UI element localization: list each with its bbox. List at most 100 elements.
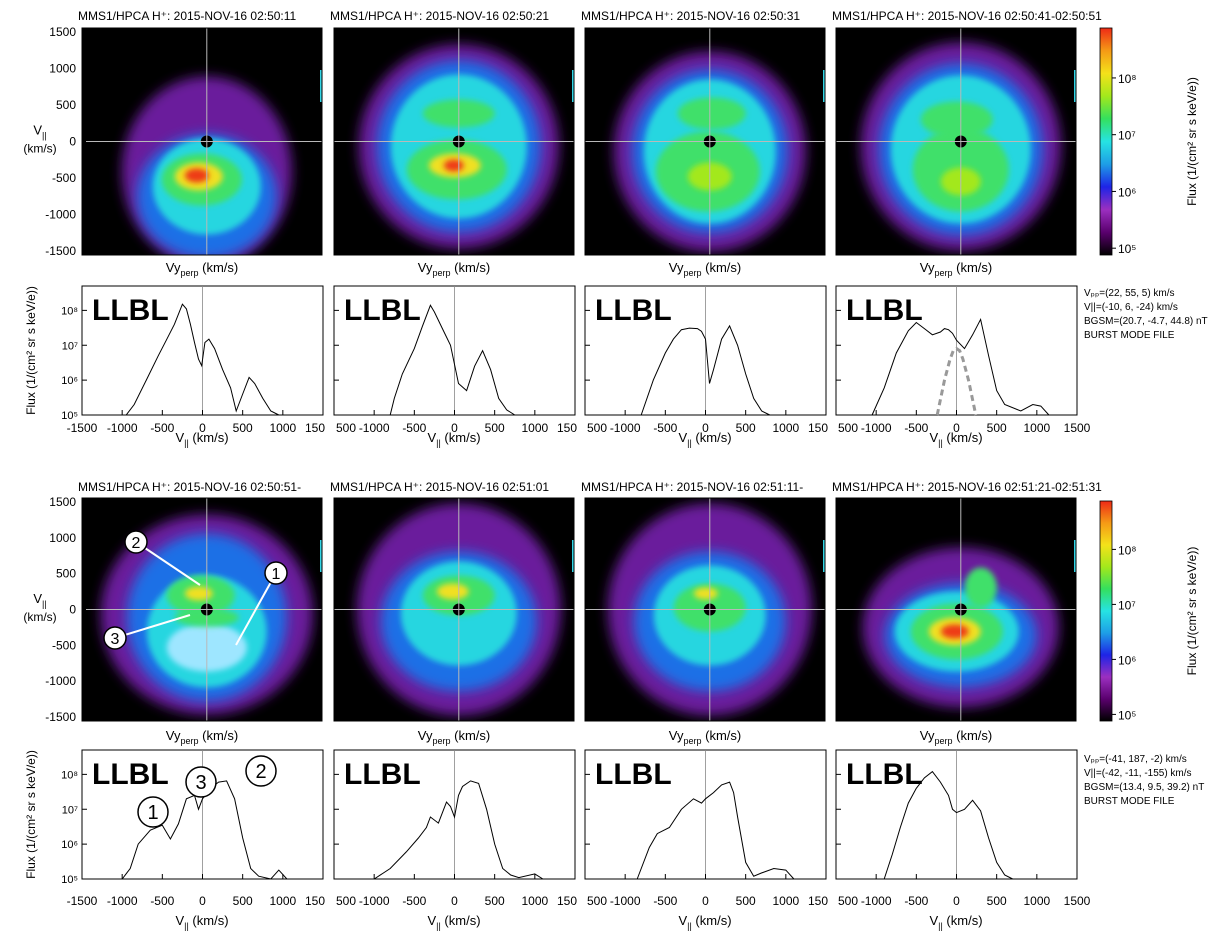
cut-y-tick-label: 10⁶ [61, 839, 78, 851]
dist-y-tick-label: 0 [69, 135, 76, 149]
cut-marker-number: 3 [195, 772, 206, 794]
cut-y-tick-label: 10⁷ [62, 804, 78, 816]
dist-y-tick-label: -1500 [45, 244, 76, 258]
dist-xlabel: Vyperp (km/s) [166, 728, 238, 746]
cut-y-tick-label: 10⁵ [61, 874, 78, 886]
cut-x-tick-label: 0 [702, 894, 709, 908]
info-block: Vₚₚ=(-41, 187, -2) km/s V||=(-42, -11, -1… [1084, 754, 1204, 807]
cut-y-tick-label: 10⁸ [61, 769, 78, 781]
cut-x-tick-label: -1000 [359, 894, 390, 908]
cut-y-tick-label: 10⁷ [62, 340, 78, 352]
colorbar-tick-label: 10⁶ [1118, 185, 1136, 199]
cut-x-tick-label: -500 [904, 421, 928, 435]
cut-x-tick-label: 500 [587, 421, 607, 435]
panel-title: MMS1/HPCA H⁺: 2015-NOV-16 02:50:51- [78, 480, 301, 494]
cut-x-tick-label: 1000 [1023, 894, 1050, 908]
cut-xlabel: V|| (km/s) [929, 430, 982, 448]
cut-x-tick-label: -500 [904, 894, 928, 908]
panel-title: MMS1/HPCA H⁺: 2015-NOV-16 02:50:21 [330, 9, 549, 23]
region-label: LLBL [344, 294, 421, 327]
cut-x-tick-label: 0 [199, 894, 206, 908]
info-line: Vₚₚ=(-41, 187, -2) km/s [1084, 754, 1187, 765]
cut-xlabel: V|| (km/s) [427, 913, 480, 931]
cut-x-tick-label: 500 [233, 894, 253, 908]
dist-y-tick-label: -500 [52, 638, 76, 652]
dist-y-tick-label: 1000 [49, 62, 76, 76]
dist-y-tick-label: -1000 [45, 208, 76, 222]
dist-xlabel: Vyperp (km/s) [418, 260, 490, 278]
flux-region [444, 160, 464, 172]
cut-x-tick-label: -1000 [610, 421, 641, 435]
dist-ylabel: V|| [33, 591, 46, 609]
flux-region [921, 102, 993, 138]
distribution-panel [836, 498, 1076, 721]
region-label: LLBL [846, 294, 923, 327]
panel-title: MMS1/HPCA H⁺: 2015-NOV-16 02:50:31 [581, 9, 800, 23]
flux-region [185, 169, 209, 183]
distribution-panel [334, 498, 574, 721]
dist-xlabel: Vyperp (km/s) [669, 260, 741, 278]
cut-x-tick-label: -500 [402, 894, 426, 908]
flux-region [941, 625, 969, 639]
region-label: LLBL [92, 758, 169, 791]
cut-x-tick-label: 500 [485, 894, 505, 908]
colorbar-tick-label: 10⁸ [1118, 72, 1136, 86]
panel-title: MMS1/HPCA H⁺: 2015-NOV-16 02:50:41-02:50… [832, 9, 1102, 23]
cut-x-tick-label: 150 [557, 894, 577, 908]
cut-x-tick-label: 500 [233, 421, 253, 435]
info-block: Vₚₚ=(22, 55, 5) km/sV||=(-10, 6, -24) km… [1084, 288, 1208, 341]
colorbar-tick-label: 10⁵ [1118, 708, 1136, 722]
cut-x-tick-label: -500 [402, 421, 426, 435]
flux-region [965, 568, 997, 608]
cut-x-tick-label: 500 [485, 421, 505, 435]
colorbar-label: Flux (1/(cm² sr s keV/e)) [1185, 547, 1199, 676]
info-line: V||=(-42, -11, -155) km/s [1084, 768, 1192, 779]
cut-x-tick-label: 1000 [772, 421, 799, 435]
cut-y-tick-label: 10⁸ [61, 305, 78, 317]
flux-region [185, 587, 213, 601]
cut-x-tick-label: 150 [305, 894, 325, 908]
dist-y-tick-label: -500 [52, 171, 76, 185]
region-label: LLBL [92, 294, 169, 327]
cut-x-tick-label: 500 [336, 421, 356, 435]
distribution-panel [836, 28, 1076, 255]
cut-xlabel: V|| (km/s) [175, 913, 228, 931]
cut-xlabel: V|| (km/s) [175, 430, 228, 448]
cut-x-tick-label: 1000 [521, 421, 548, 435]
dist-y-tick-label: -1000 [45, 674, 76, 688]
flux-region [694, 588, 718, 600]
cut-x-tick-label: 1000 [269, 421, 296, 435]
cut-marker-number: 2 [255, 761, 266, 783]
cut-x-tick-label: -1500 [67, 421, 98, 435]
colorbar-tick-label: 10⁶ [1118, 653, 1136, 667]
marker-number: 3 [111, 631, 120, 648]
dist-xlabel: Vyperp (km/s) [920, 728, 992, 746]
cut-x-tick-label: 0 [953, 894, 960, 908]
dist-y-tick-label: 500 [56, 567, 76, 581]
cut-x-tick-label: 500 [736, 894, 756, 908]
dist-xlabel: Vyperp (km/s) [166, 260, 238, 278]
cut-x-tick-label: -1000 [610, 894, 641, 908]
distribution-panel [334, 28, 574, 255]
cut-x-tick-label: 500 [838, 421, 858, 435]
panel-title: MMS1/HPCA H⁺: 2015-NOV-16 02:50:11 [78, 9, 297, 23]
cut-x-tick-label: -1000 [359, 421, 390, 435]
cut-x-tick-label: 500 [987, 421, 1007, 435]
cut-xlabel: V|| (km/s) [427, 430, 480, 448]
cut-y-tick-label: 10⁶ [61, 375, 78, 387]
cut-xlabel: V|| (km/s) [929, 913, 982, 931]
dist-ylabel: V|| [33, 123, 46, 141]
cut-x-tick-label: 500 [987, 894, 1007, 908]
dist-y-tick-label: 1000 [49, 531, 76, 545]
panel-title: MMS1/HPCA H⁺: 2015-NOV-16 02:51:11- [581, 480, 803, 494]
cut-ylabel: Flux (1/(cm² sr s keV/e)) [24, 750, 38, 879]
cut-xlabel: V|| (km/s) [678, 913, 731, 931]
